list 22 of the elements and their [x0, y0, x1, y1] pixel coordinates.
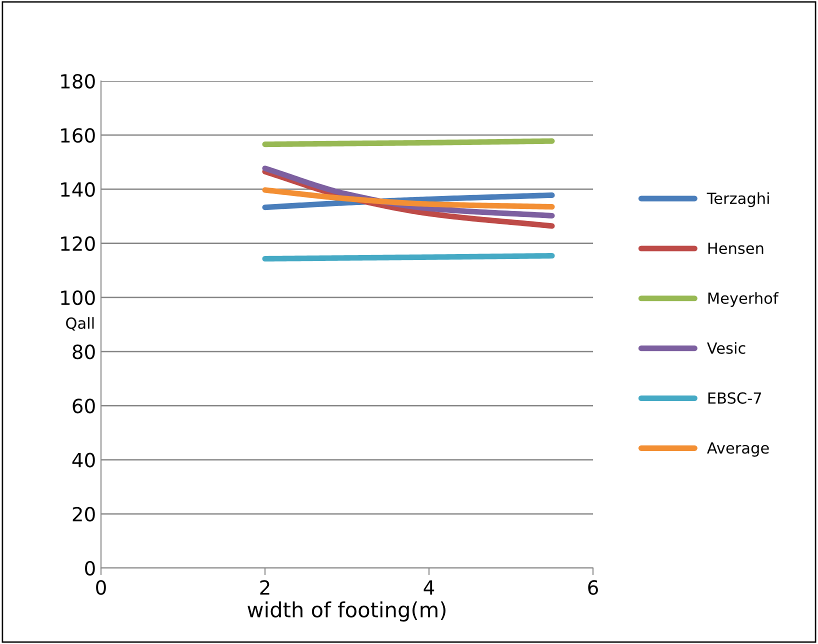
- x-tick-label: 0: [96, 580, 106, 595]
- legend-label: Hensen: [708, 242, 764, 254]
- legend-label: Vesic: [707, 342, 746, 354]
- legend-label: Meyerhof: [708, 292, 779, 307]
- legend-label: EBSC-7: [708, 392, 762, 404]
- legend-label: Average: [707, 442, 769, 457]
- y-tick-label: 0: [85, 560, 95, 576]
- y-tick-label: 60: [72, 398, 95, 414]
- x-tick-label: 4: [424, 580, 434, 595]
- y-axis-title: Qall: [66, 317, 94, 331]
- y-tick-label: 20: [72, 506, 95, 522]
- y-tick-label: 140: [61, 182, 95, 197]
- y-tick-label: 120: [61, 236, 95, 251]
- y-tick-label: 100: [61, 290, 95, 306]
- y-tick-label: 40: [72, 452, 95, 468]
- x-axis-title: width of footing(m): [248, 601, 446, 622]
- y-tick-label: 180: [61, 74, 95, 89]
- y-tick-label: 80: [72, 344, 95, 360]
- legend-label: Terzaghi: [706, 192, 769, 208]
- x-tick-label: 2: [260, 580, 270, 595]
- y-tick-label: 160: [61, 128, 95, 143]
- x-tick-label: 6: [588, 580, 598, 595]
